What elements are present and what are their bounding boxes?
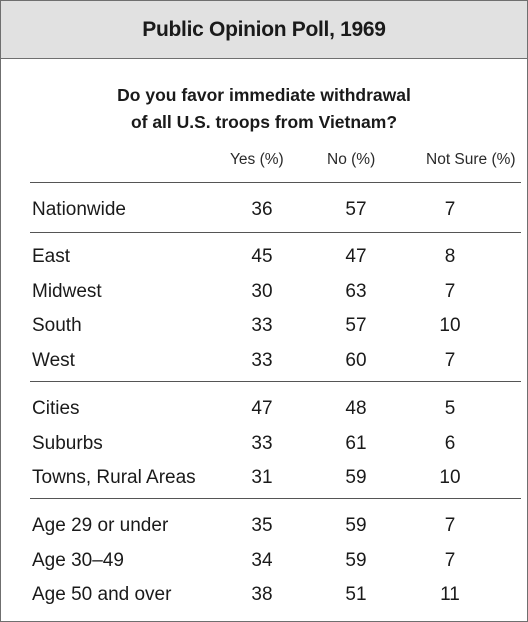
table-row: Suburbs 33 61 6: [1, 431, 527, 457]
question-line-2: of all U.S. troops from Vietnam?: [130, 112, 398, 132]
cell-no: 57: [345, 199, 367, 220]
title-bar: Public Opinion Poll, 1969: [1, 1, 527, 59]
cell-no: 61: [345, 432, 367, 454]
cell-no: 59: [345, 467, 367, 489]
row-label: Towns, Rural Areas: [32, 467, 196, 489]
row-label: Age 50 and over: [32, 584, 172, 606]
cell-not-sure: 7: [444, 549, 456, 571]
table-row: East 45 47 8: [1, 244, 527, 270]
table-row: Age 30–49 34 59 7: [1, 548, 527, 574]
cell-not-sure: 5: [444, 398, 456, 419]
column-header-not-sure: Not Sure (%): [426, 151, 516, 168]
cell-yes: 31: [251, 467, 273, 489]
group-divider: [30, 232, 521, 233]
row-label: Cities: [32, 398, 80, 419]
cell-not-sure: 7: [444, 199, 456, 220]
row-label: East: [32, 246, 71, 267]
cell-yes: 33: [251, 432, 273, 454]
cell-yes: 45: [251, 246, 273, 267]
table-row: Age 29 or under 35 59 7: [1, 513, 527, 539]
cell-yes: 36: [251, 199, 273, 220]
row-label: Nationwide: [32, 199, 126, 220]
cell-no: 59: [345, 549, 367, 571]
table-title: Public Opinion Poll, 1969: [142, 17, 386, 41]
table-row: West 33 60 7: [1, 348, 527, 374]
row-label: South: [32, 315, 82, 337]
table-row: Towns, Rural Areas 31 59 10: [1, 465, 527, 491]
cell-not-sure: 7: [444, 349, 456, 371]
cell-not-sure: 8: [444, 246, 456, 267]
table-row: South 33 57 10: [1, 313, 527, 339]
table-row: Age 50 and over 38 51 11: [1, 582, 527, 608]
cell-not-sure: 10: [439, 315, 461, 337]
row-label: Age 29 or under: [32, 515, 169, 536]
table-row: Nationwide 36 57 7: [1, 197, 527, 223]
cell-yes: 47: [251, 398, 273, 419]
cell-no: 47: [345, 246, 367, 267]
cell-yes: 35: [251, 515, 273, 536]
row-label: Midwest: [32, 280, 102, 302]
group-divider: [30, 381, 521, 382]
column-header-no: No (%): [327, 151, 376, 168]
question-line-1: Do you favor immediate withdrawal: [117, 85, 411, 105]
cell-not-sure: 7: [444, 280, 456, 302]
cell-no: 48: [345, 398, 367, 419]
cell-not-sure: 6: [444, 432, 456, 454]
cell-not-sure: 10: [439, 467, 461, 489]
cell-no: 59: [345, 515, 367, 536]
column-header-yes: Yes (%): [230, 151, 284, 168]
cell-no: 63: [345, 280, 367, 302]
row-label: West: [32, 349, 75, 371]
cell-yes: 33: [251, 315, 273, 337]
row-label: Suburbs: [32, 432, 103, 454]
cell-yes: 38: [251, 584, 273, 606]
cell-yes: 33: [251, 349, 273, 371]
cell-no: 60: [345, 349, 367, 371]
table-row: Cities 47 48 5: [1, 396, 527, 422]
cell-not-sure: 11: [440, 584, 460, 606]
cell-yes: 30: [251, 280, 273, 302]
table-row: Midwest 30 63 7: [1, 279, 527, 305]
cell-no: 51: [345, 584, 367, 606]
cell-yes: 34: [251, 549, 273, 571]
group-divider: [30, 182, 521, 183]
cell-no: 57: [345, 315, 367, 337]
row-label: Age 30–49: [32, 549, 124, 571]
group-divider: [30, 498, 521, 499]
cell-not-sure: 7: [444, 515, 456, 536]
